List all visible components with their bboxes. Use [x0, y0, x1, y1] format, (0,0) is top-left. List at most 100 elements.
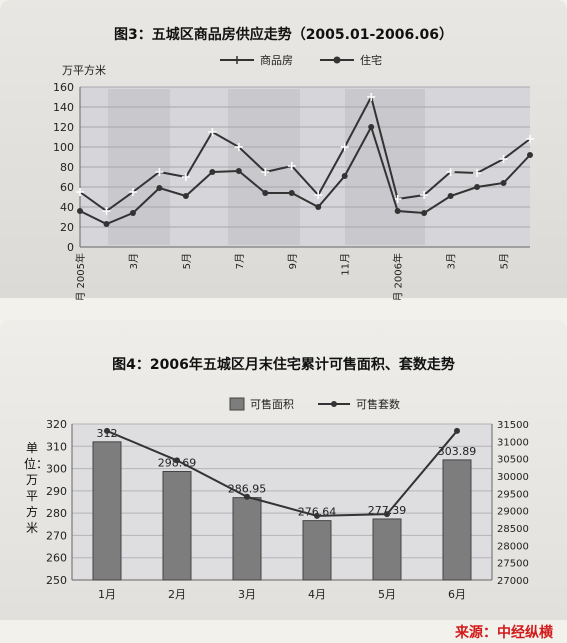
- data-point: [447, 193, 454, 199]
- y2-tick-label: 30500: [497, 455, 529, 466]
- legend-marker: [331, 401, 337, 407]
- data-point: [288, 190, 295, 196]
- y-tick-label: 40: [60, 201, 74, 214]
- y-tick-label: 300: [46, 463, 67, 476]
- x-tick-label: 1月 2006年: [392, 253, 405, 300]
- data-point: [367, 93, 376, 101]
- x-tick-label: 2月: [168, 588, 186, 601]
- x-tick-label: 7月: [234, 253, 246, 269]
- x-tick-label: 3月: [446, 253, 458, 269]
- data-point: [76, 188, 84, 196]
- x-tick-label: 6月: [448, 588, 466, 601]
- bar: [372, 518, 402, 581]
- y-tick-label: 0: [67, 241, 74, 254]
- x-tick-label: 1月: [98, 588, 116, 601]
- y2-tick-label: 31000: [497, 437, 529, 448]
- source-credit: 来源：中经纵横: [455, 625, 553, 641]
- data-point: [235, 168, 242, 174]
- bar: [302, 520, 332, 581]
- y2-tick-label: 30000: [497, 472, 529, 483]
- y-tick-label: 140: [53, 101, 74, 114]
- y-tick-label: 120: [53, 121, 74, 134]
- y2-tick-label: 29000: [497, 507, 529, 518]
- legend-item: 可售套数: [318, 397, 400, 411]
- data-point: [262, 190, 269, 196]
- y-tick-label: 160: [53, 81, 74, 94]
- plot-area: [72, 424, 492, 580]
- data-label: 303.89: [438, 445, 477, 458]
- legend-swatch: [229, 397, 245, 411]
- bar: [442, 459, 472, 581]
- y-tick-label: 60: [60, 181, 74, 194]
- legend-label: 商品房: [260, 53, 293, 67]
- bar: [232, 497, 262, 581]
- y2-tick-label: 29500: [497, 489, 529, 500]
- data-point: [181, 173, 190, 181]
- supply-line-chart: 0 20 40 60 80 100 120 140 160 万平方米 1月 2005年 3月 5月 7月 9…: [53, 53, 534, 300]
- legend-item: 可售面积: [229, 397, 294, 411]
- data-point: [499, 155, 508, 163]
- legend-label: 住宅: [360, 53, 382, 67]
- data-point: [474, 184, 481, 190]
- data-point: [261, 168, 270, 176]
- x-tick-label: 5月: [378, 588, 396, 601]
- data-point: [234, 143, 243, 151]
- data-point: [527, 152, 533, 158]
- legend-marker: [333, 56, 341, 64]
- y-tick-label: 320: [46, 418, 67, 431]
- y-tick-label: 80: [60, 161, 74, 174]
- data-point: [103, 221, 110, 227]
- x-tick-label: 5月: [181, 253, 193, 269]
- y-tick-label: 20: [60, 221, 74, 234]
- data-point: [341, 173, 348, 179]
- data-point: [446, 168, 455, 176]
- data-point: [393, 195, 402, 203]
- legend-label: 可售套数: [356, 397, 400, 411]
- data-point: [156, 185, 163, 191]
- data-point: [129, 210, 136, 216]
- data-point: [128, 188, 137, 196]
- data-point: [368, 124, 375, 130]
- series-line: [106, 430, 458, 517]
- data-point: [421, 210, 428, 216]
- y-tick-label: 280: [46, 507, 67, 520]
- y-tick-label: 100: [53, 141, 74, 154]
- y2-tick-label: 27500: [497, 559, 529, 570]
- y-tick-label: 310: [46, 440, 67, 453]
- x-tick-label: 5月: [499, 253, 511, 269]
- y-tick-label: 250: [46, 574, 67, 587]
- y2-tick-label: 28500: [497, 524, 529, 535]
- data-point: [454, 427, 460, 434]
- data-point: [244, 493, 250, 500]
- data-point: [314, 191, 323, 199]
- data-point: [340, 143, 349, 151]
- x-tick-label: 9月: [287, 253, 299, 269]
- data-point: [473, 169, 482, 177]
- inventory-y-axis-label: 单位：万平方米: [24, 441, 49, 535]
- series-line: [79, 94, 531, 213]
- legend-label: 可售面积: [250, 397, 294, 411]
- data-point: [287, 162, 296, 170]
- y2-tick-label: 27000: [497, 576, 529, 587]
- chart-title-inventory: 图4：2006年五城区月末住宅累计可售面积、套数走势: [112, 357, 455, 373]
- y2-tick-label: 28000: [497, 541, 529, 552]
- data-point: [209, 169, 216, 175]
- chart-title-supply: 图3：五城区商品房供应走势（2005.01-2006.06）: [113, 27, 454, 43]
- x-tick-label: 3月: [128, 253, 140, 269]
- data-point: [384, 511, 390, 518]
- y-tick-label: 270: [46, 529, 67, 542]
- data-point: [314, 512, 320, 519]
- data-point: [208, 128, 217, 136]
- bar: [162, 470, 192, 581]
- y2-tick-label: 31500: [497, 420, 529, 431]
- x-tick-label: 3月: [238, 588, 256, 601]
- data-point: [526, 135, 534, 143]
- series-line: [79, 124, 531, 226]
- y-axis-label: 万平方米: [62, 63, 106, 77]
- legend-item: 住宅: [320, 53, 382, 67]
- data-point: [182, 193, 189, 199]
- data-point: [77, 208, 83, 214]
- legend-item: 商品房: [220, 53, 293, 67]
- data-point: [394, 208, 401, 214]
